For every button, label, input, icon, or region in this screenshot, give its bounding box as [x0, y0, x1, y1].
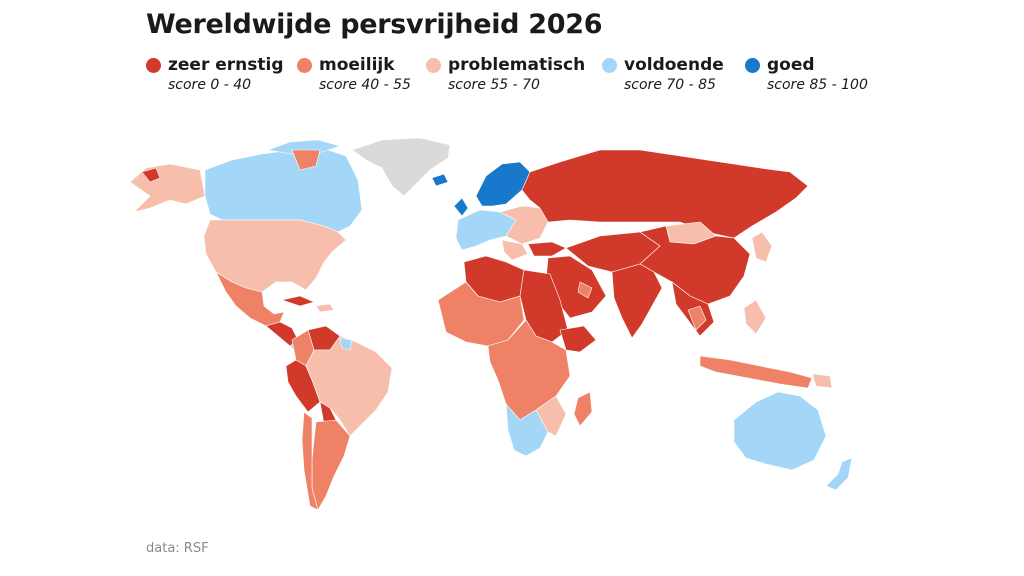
- legend-label: zeer ernstig: [168, 55, 284, 75]
- region-south-africa-east: [535, 395, 567, 437]
- legend-label: moeilijk: [319, 55, 395, 75]
- legend-range: score 85 - 100: [767, 77, 868, 93]
- legend-swatch: [602, 58, 617, 73]
- region-alaska: [129, 163, 206, 213]
- region-iceland: [431, 173, 449, 187]
- region-mexico: [215, 271, 285, 327]
- legend-swatch: [426, 58, 441, 73]
- legend-range: score 40 - 55: [319, 77, 411, 93]
- region-canada-islands: [267, 139, 341, 155]
- region-thailand: [687, 305, 707, 331]
- region-scandinavia: [475, 161, 531, 207]
- region-western-europe: [455, 209, 517, 251]
- region-west-africa: [437, 281, 525, 347]
- region-png: [811, 373, 833, 389]
- region-chile: [301, 411, 319, 511]
- source-note: data: RSF: [146, 541, 209, 556]
- legend-range: score 0 - 40: [168, 77, 252, 93]
- legend-swatch: [297, 58, 312, 73]
- region-australia: [733, 391, 827, 471]
- region-gulf: [577, 281, 593, 299]
- legend-swatch: [745, 58, 760, 73]
- region-new-zealand: [825, 457, 853, 491]
- region-indonesia: [699, 355, 813, 389]
- region-horn-of-africa: [559, 325, 597, 353]
- legend-range: score 70 - 85: [624, 77, 716, 93]
- region-caribbean: [315, 303, 335, 313]
- region-russia: [521, 149, 809, 239]
- page-title: Wereldwijde persvrijheid 2026: [146, 9, 603, 40]
- region-turkey: [527, 241, 567, 257]
- region-philippines: [743, 299, 767, 335]
- legend-swatch: [146, 58, 161, 73]
- legend: zeer ernstig score 0 - 40 moeilijk score…: [146, 55, 906, 99]
- legend-range: score 55 - 70: [448, 77, 540, 93]
- region-korea-japan: [751, 231, 773, 263]
- region-cuba: [281, 295, 315, 307]
- region-guyana: [339, 337, 353, 351]
- region-canada-north: [291, 149, 321, 171]
- region-greenland: [351, 137, 451, 197]
- region-india: [611, 263, 663, 339]
- region-eastern-europe: [499, 205, 549, 245]
- legend-label: goed: [767, 55, 815, 75]
- region-uk: [453, 197, 469, 217]
- region-alaska-tip: [141, 167, 161, 183]
- region-central-africa: [487, 319, 571, 421]
- region-canada: [204, 147, 363, 233]
- region-madagascar: [573, 391, 593, 427]
- region-balkans: [501, 239, 529, 261]
- region-argentina: [311, 419, 351, 511]
- legend-label: voldoende: [624, 55, 724, 75]
- legend-label: problematisch: [448, 55, 586, 75]
- region-brazil: [305, 335, 393, 437]
- region-southern-africa: [505, 403, 549, 457]
